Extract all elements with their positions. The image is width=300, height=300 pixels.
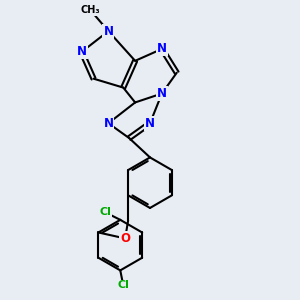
Text: N: N: [157, 42, 167, 56]
Text: O: O: [120, 232, 130, 245]
Text: Cl: Cl: [100, 207, 111, 218]
Text: N: N: [157, 87, 167, 100]
Text: N: N: [76, 45, 87, 58]
Text: Cl: Cl: [117, 280, 129, 290]
Text: CH₃: CH₃: [81, 5, 100, 15]
Text: N: N: [103, 117, 113, 130]
Text: N: N: [145, 117, 155, 130]
Text: N: N: [103, 25, 113, 38]
